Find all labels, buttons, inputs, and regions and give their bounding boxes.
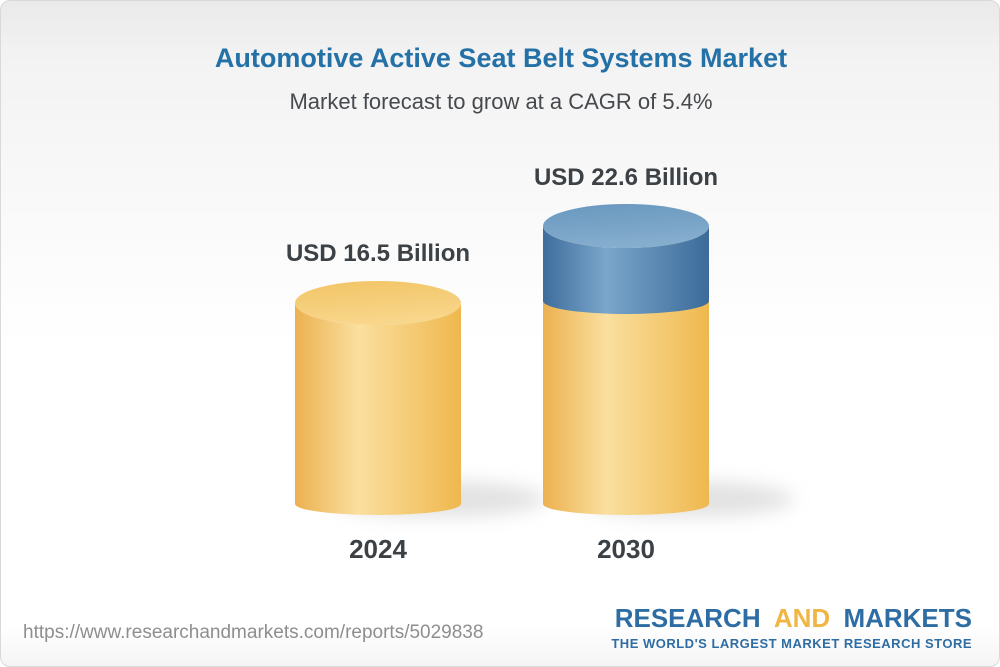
cylinder-body-2024: [295, 303, 461, 515]
category-label-2024: 2024: [349, 534, 407, 564]
category-label-2030: 2030: [597, 534, 655, 564]
value-label-2024: USD 16.5 Billion: [285, 240, 471, 267]
logo-wordmark: RESEARCH AND MARKETS: [611, 605, 972, 631]
cylinder-top-2030: [543, 204, 709, 248]
cylinder-bar-2024: [295, 281, 461, 515]
logo-word-and: AND: [773, 603, 831, 633]
logo-tagline: THE WORLD'S LARGEST MARKET RESEARCH STOR…: [611, 636, 972, 651]
logo-word-markets: MARKETS: [843, 603, 972, 633]
report-url-link[interactable]: https://www.researchandmarkets.com/repor…: [23, 622, 484, 643]
value-label-2030: USD 22.6 Billion: [533, 164, 719, 191]
cylinder-top-2024: [295, 281, 461, 325]
research-and-markets-logo: RESEARCH AND MARKETS THE WORLD'S LARGEST…: [611, 605, 972, 650]
page-subtitle: Market forecast to grow at a CAGR of 5.4…: [289, 89, 713, 114]
page-title: Automotive Active Seat Belt Systems Mark…: [214, 43, 788, 73]
cylinder-bar-2030: [543, 204, 709, 515]
logo-word-research: RESEARCH: [614, 603, 761, 633]
cylinder-growth-segment-2030: [543, 226, 709, 314]
